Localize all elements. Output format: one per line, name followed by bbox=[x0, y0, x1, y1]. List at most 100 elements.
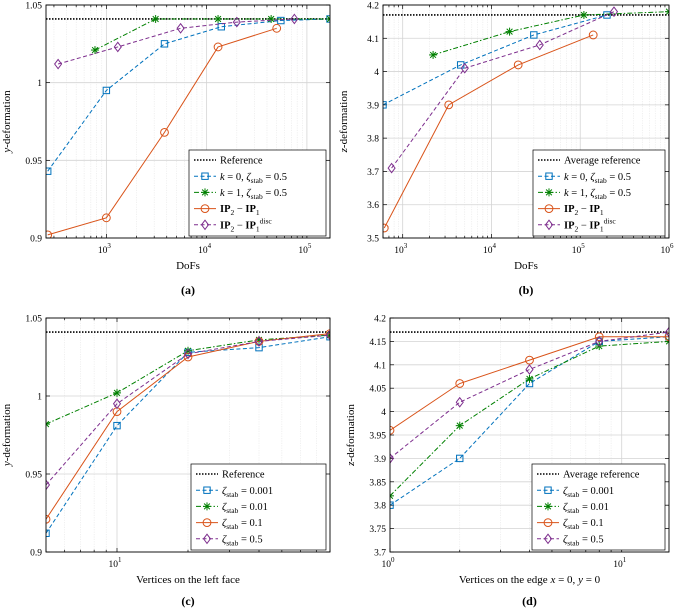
legend-label: k = 1, ζstab = 0.5 bbox=[564, 188, 631, 201]
data-layer bbox=[46, 13, 330, 238]
legend-box bbox=[532, 149, 666, 237]
legend-marker bbox=[200, 219, 210, 231]
legend-marker bbox=[544, 219, 554, 231]
y-tick-label: 1.05 bbox=[25, 315, 42, 325]
data-point bbox=[455, 379, 465, 388]
data-point bbox=[160, 127, 169, 137]
legend-label: Reference bbox=[220, 156, 263, 167]
series-line bbox=[432, 11, 669, 56]
data-layer bbox=[390, 326, 669, 509]
y-tick-label: 3.6 bbox=[367, 201, 379, 211]
series-line bbox=[57, 18, 295, 65]
x-tick-label: 104 bbox=[198, 242, 212, 256]
legend-label: ζstab = 0.1 bbox=[563, 518, 604, 531]
data-point bbox=[217, 23, 225, 31]
legend-label: Average reference bbox=[563, 470, 640, 481]
data-point bbox=[46, 529, 50, 537]
y-tick-label: 4.1 bbox=[367, 35, 379, 45]
y-tick-label: 3.9 bbox=[374, 455, 386, 465]
legend-marker bbox=[201, 172, 209, 180]
legend-entry: k = 0, ζstab = 0.5 bbox=[194, 172, 287, 185]
data-point bbox=[213, 42, 223, 52]
y-tick-label: 1.05 bbox=[25, 2, 42, 12]
y-tick-label: 1 bbox=[37, 79, 42, 89]
legend-entry: IP2 − IP1 bbox=[194, 204, 260, 217]
legend-entry: ζstab = 0.01 bbox=[537, 502, 609, 515]
data-point bbox=[455, 421, 464, 430]
legend-label: IP2 − IP1 bbox=[564, 204, 604, 217]
legend-entry: ζstab = 0.001 bbox=[196, 486, 273, 499]
y-axis-label: z-deformation bbox=[338, 90, 350, 153]
data-point bbox=[232, 16, 241, 28]
legend-entry: IP2 − IP1disc bbox=[194, 216, 272, 233]
y-tick-label: 3.7 bbox=[367, 168, 379, 178]
data-point bbox=[390, 501, 394, 509]
legend-marker bbox=[543, 533, 553, 545]
y-tick-label: 1 bbox=[37, 393, 42, 403]
data-point bbox=[160, 40, 169, 48]
legend: Average reference ζstab = 0.001 ζstab = 0.… bbox=[531, 463, 666, 551]
panel-label: (a) bbox=[181, 283, 195, 297]
data-point bbox=[272, 23, 282, 33]
legend-box bbox=[531, 463, 666, 551]
series-line bbox=[46, 333, 330, 520]
legend-entry: ζstab = 0.1 bbox=[196, 518, 263, 531]
data-point bbox=[603, 11, 611, 19]
data-point bbox=[525, 355, 534, 365]
y-tick-label: 0.9 bbox=[30, 235, 42, 245]
data-point bbox=[101, 213, 111, 223]
x-tick-label: 101 bbox=[613, 556, 627, 570]
legend-marker bbox=[202, 518, 212, 527]
data-point bbox=[456, 454, 464, 463]
legend-label: ζstab = 0.1 bbox=[222, 518, 263, 531]
legend-entry: Reference bbox=[194, 156, 263, 167]
chart-a: 0.9 0.95 1 1.05 103 104 105 DoFs y-deformation (a… bbox=[1, 2, 331, 297]
data-point bbox=[46, 479, 51, 491]
x-axis-label: Vertices on the left face bbox=[136, 574, 240, 586]
legend-label: k = 0, ζstab = 0.5 bbox=[564, 172, 631, 185]
series-line bbox=[383, 14, 608, 106]
legend-marker bbox=[201, 188, 209, 197]
data-point bbox=[277, 16, 285, 25]
series-line bbox=[390, 331, 669, 459]
data-point bbox=[112, 398, 122, 410]
x-axis-label: DoFs bbox=[514, 260, 538, 272]
data-point bbox=[46, 514, 51, 524]
data-point bbox=[267, 14, 276, 23]
data-point bbox=[90, 46, 99, 55]
data-point bbox=[588, 30, 598, 40]
y-axis-label: z-deformation bbox=[345, 404, 357, 467]
x-axis-label: Vertices on the edge x = 0, y = 0 bbox=[459, 574, 601, 586]
data-point bbox=[390, 452, 395, 464]
legend-marker bbox=[202, 533, 212, 545]
legend-entry: IP2 − IP1 bbox=[538, 204, 604, 217]
legend-label: Reference bbox=[222, 470, 265, 481]
x-tick-label: 106 bbox=[661, 242, 675, 256]
data-point bbox=[46, 167, 52, 175]
series-line bbox=[391, 11, 615, 169]
data-point bbox=[530, 31, 538, 39]
data-point bbox=[326, 14, 330, 23]
series-2 bbox=[429, 7, 669, 59]
data-point bbox=[46, 230, 53, 238]
legend-label: IP2 − IP1 bbox=[220, 204, 260, 217]
y-tick-label: 3.7 bbox=[374, 549, 386, 559]
x-tick-label: 101 bbox=[109, 556, 123, 570]
legend-marker bbox=[200, 204, 210, 214]
data-point bbox=[102, 86, 111, 95]
data-point bbox=[46, 420, 50, 429]
data-point bbox=[609, 6, 619, 18]
legend-entry: ζstab = 0.001 bbox=[537, 486, 614, 499]
y-tick-label: 4.15 bbox=[369, 338, 386, 348]
axes-box bbox=[382, 4, 670, 239]
data-point bbox=[325, 329, 330, 341]
series-4 bbox=[390, 326, 669, 464]
y-axis-label: y-deformation bbox=[1, 403, 13, 467]
y-tick-label: 3.85 bbox=[369, 478, 386, 488]
y-axis-label: y-deformation bbox=[1, 90, 13, 154]
legend-entry: Reference bbox=[196, 470, 265, 481]
legend-label: ζstab = 0.001 bbox=[563, 486, 614, 499]
legend-label: ζstab = 0.5 bbox=[222, 534, 263, 547]
data-point bbox=[383, 101, 387, 109]
